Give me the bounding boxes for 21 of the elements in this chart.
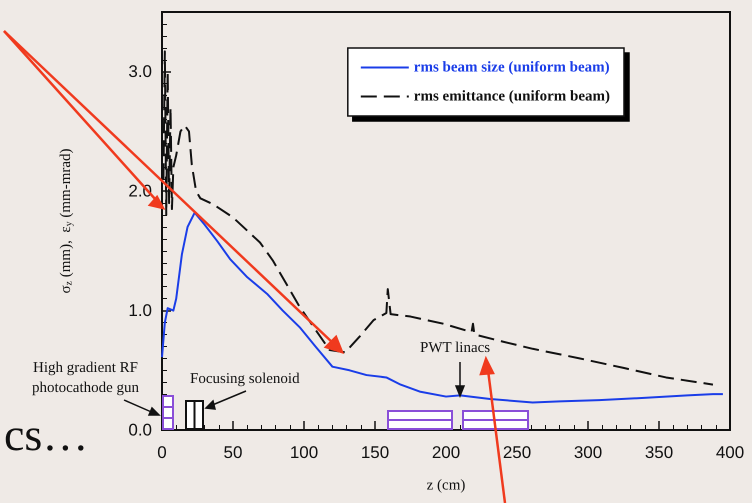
y-tick-label: 1.0 xyxy=(128,301,152,320)
x-tick-label: 400 xyxy=(716,443,744,462)
annotation: Focusing solenoid xyxy=(190,371,300,388)
x-tick-label: 100 xyxy=(290,443,318,462)
y-tick-label: 0.0 xyxy=(128,420,152,440)
x-axis-title: z (cm) xyxy=(426,478,466,494)
y-axis-title: σz (mm), εy (mm-mrad) xyxy=(58,148,74,294)
x-tick-label: 250 xyxy=(502,443,532,462)
x-tick-label: 350 xyxy=(644,443,674,462)
text: High gradient RF photocathode gun xyxy=(30,359,140,398)
x-tick-label: 150 xyxy=(360,443,390,462)
annotation: PWT linacs xyxy=(420,340,490,357)
y-tick-label: 3.0 xyxy=(128,62,152,82)
x-tick-label: 0 xyxy=(157,443,167,462)
x-tick-label: 300 xyxy=(574,443,602,462)
x-tick-label: 200 xyxy=(432,443,460,462)
legend-label: rms beam size (uniform beam) xyxy=(414,60,610,76)
x-tick-label: 50 xyxy=(224,443,242,462)
legend-label: rms emittance (uniform beam) xyxy=(414,88,610,104)
text: cs… xyxy=(4,408,88,461)
line-series xyxy=(161,212,724,404)
